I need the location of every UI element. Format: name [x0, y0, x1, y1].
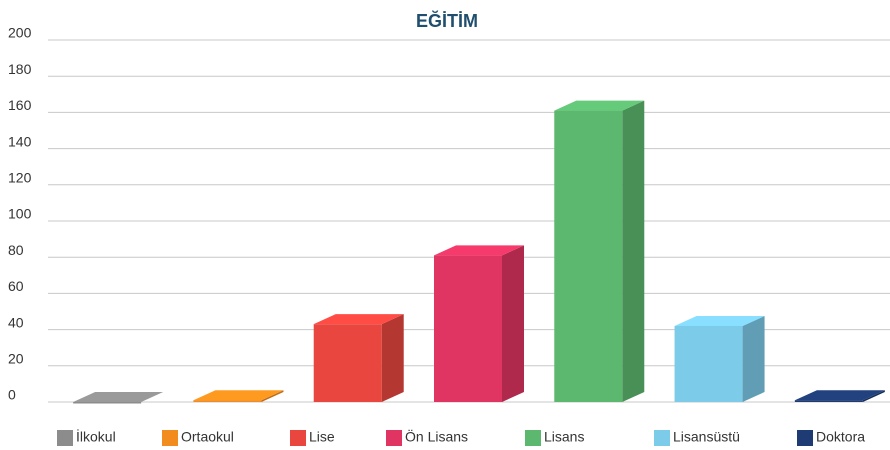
bar	[193, 390, 284, 402]
y-tick-label: 140	[8, 133, 32, 149]
legend-swatch	[525, 430, 541, 446]
y-tick-label: 0	[8, 387, 16, 403]
bar-top	[674, 315, 765, 326]
bar-front	[73, 402, 142, 404]
bar-side	[502, 245, 524, 402]
bar	[434, 245, 524, 402]
y-tick-label: 160	[8, 97, 32, 113]
bar	[794, 390, 885, 402]
y-tick-label: 200	[8, 25, 32, 41]
y-tick-label: 120	[8, 170, 32, 186]
legend-swatch	[797, 430, 813, 446]
legend-label: Ortaokul	[181, 429, 234, 445]
bar	[73, 392, 164, 404]
bar	[674, 315, 765, 402]
legend-swatch	[162, 430, 178, 446]
bar-top	[73, 392, 164, 402]
bar-side	[862, 390, 885, 402]
legend-swatch	[654, 430, 670, 446]
bar-side	[622, 100, 645, 402]
bar-side	[261, 390, 284, 402]
bar-front	[193, 400, 262, 402]
legend-label: Ön Lisans	[405, 428, 468, 445]
bar-front	[794, 400, 863, 402]
bar-front	[554, 110, 623, 402]
legend-label: Doktora	[816, 429, 865, 445]
legend-label: Lisans	[544, 429, 584, 445]
y-tick-label: 60	[8, 278, 24, 294]
bar-top	[434, 245, 524, 256]
legend-label: İlkokul	[76, 428, 116, 445]
bar-side	[381, 314, 404, 402]
bar-front	[674, 325, 743, 402]
bar-top	[313, 314, 404, 325]
bar	[313, 314, 404, 402]
bar-top	[193, 390, 284, 401]
legend-swatch	[57, 430, 73, 446]
bar-top	[794, 390, 885, 401]
y-tick-label: 180	[8, 61, 32, 77]
y-tick-label: 20	[8, 351, 24, 367]
bar-top	[554, 100, 645, 111]
bar-front	[313, 324, 382, 402]
legend-swatch	[290, 430, 306, 446]
legend-label: Lise	[309, 429, 335, 445]
legend-swatch	[386, 430, 402, 446]
bar-side	[742, 315, 765, 402]
bar	[554, 100, 645, 402]
y-tick-label: 80	[8, 242, 24, 258]
bar-front	[434, 255, 502, 402]
y-tick-label: 100	[8, 206, 32, 222]
legend-label: Lisansüstü	[673, 429, 740, 445]
chart-title: EĞİTİM	[416, 10, 478, 31]
y-tick-label: 40	[8, 314, 24, 330]
